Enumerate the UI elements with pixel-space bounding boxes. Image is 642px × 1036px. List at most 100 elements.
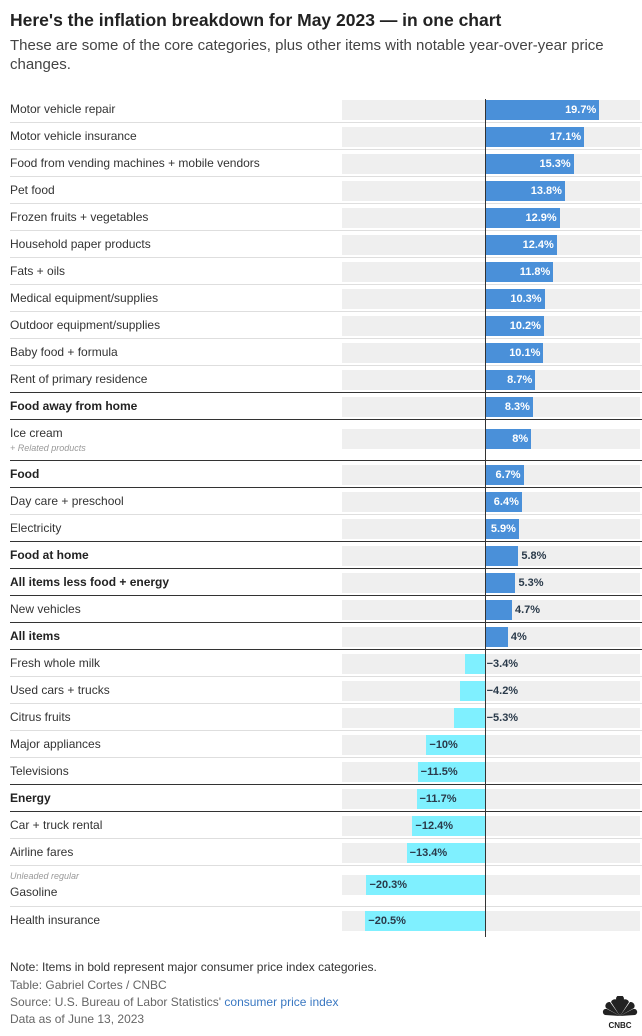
chart-row: Household paper products 12.4% [0,230,642,257]
bar-track [342,681,640,701]
chart-row: Fats + oils 11.8% [0,257,642,284]
row-label: Used cars + trucks [10,683,110,697]
value-label: 8.3% [504,401,530,413]
row-label: Ice cream [10,426,63,440]
chart-row: Ice cream + Related products 8% [0,419,642,460]
row-divider [10,311,642,312]
chart-row: Day care + preschool 6.4% [0,487,642,514]
zero-axis-line [485,99,486,937]
value-label: 10.3% [510,293,542,305]
chart-row: Motor vehicle insurance 17.1% [0,122,642,149]
row-label: All items less food + energy [10,575,170,589]
row-divider [10,568,642,569]
row-divider [10,176,642,177]
bar [484,154,574,174]
bar [484,127,585,147]
row-sublabel: + Related products [10,443,86,453]
row-divider [10,365,642,366]
row-divider [10,906,642,907]
value-label: −12.4% [415,820,454,832]
value-label: −3.4% [486,658,519,670]
value-label: 12.4% [522,239,554,251]
row-label: Major appliances [10,737,101,751]
value-label: 5.3% [518,577,544,589]
bar-track [342,762,640,782]
value-label: 8% [512,433,529,445]
row-label: Gasoline [10,885,58,899]
row-label: All items [10,629,61,643]
chart-row: Televisions −11.5% [0,757,642,784]
bar [426,735,485,755]
row-label: Fresh whole milk [10,656,101,670]
row-divider [10,649,642,650]
row-divider [10,865,642,866]
chart-row: Health insurance −20.5% [0,906,642,933]
chart-row: Fresh whole milk −3.4% [0,649,642,676]
value-label: 8.7% [507,374,533,386]
row-divider [10,392,642,393]
row-label: Food at home [10,548,89,562]
source-prefix: Source: U.S. Bureau of Labor Statistics' [10,995,225,1009]
chart-row: Medical equipment/supplies 10.3% [0,284,642,311]
chart-row: Outdoor equipment/supplies 10.2% [0,311,642,338]
chart-row: All items 4% [0,622,642,649]
row-divider [10,784,642,785]
row-divider [10,338,642,339]
row-divider [10,676,642,677]
chart-row: All items less food + energy 5.3% [0,568,642,595]
bar [484,546,519,566]
row-divider [10,203,642,204]
value-label: −10% [429,739,458,751]
chart-row: New vehicles 4.7% [0,595,642,622]
row-divider [10,230,642,231]
value-label: 11.8% [519,266,551,278]
row-label: Electricity [10,521,62,535]
footer-date: Data as of June 13, 2023 [10,1012,145,1026]
chart-subtitle: These are some of the core categories, p… [10,37,604,73]
row-divider [10,757,642,758]
row-divider [10,838,642,839]
chart-row: Motor vehicle repair 19.7% [0,95,642,122]
bar [484,492,522,512]
value-label: −11.5% [420,766,458,778]
row-label: Medical equipment/supplies [10,291,159,305]
bar [412,816,485,836]
value-label: 10.1% [509,347,541,359]
row-label: Day care + preschool [10,494,124,508]
value-label: 4.7% [514,604,541,616]
chart-row: Gasoline Unleaded regular −20.3% [0,865,642,906]
bar-track [342,735,640,755]
row-label: Energy [10,791,51,805]
row-label: Motor vehicle repair [10,102,116,116]
row-label: Airline fares [10,845,74,859]
footer-credit: Table: Gabriel Cortes / CNBC [10,978,167,992]
chart-row: Food from vending machines + mobile vend… [0,149,642,176]
bar [484,181,565,201]
chart-row: Food at home 5.8% [0,541,642,568]
bar [484,465,524,485]
value-label: 10.2% [509,320,541,332]
chart-row: Energy −11.7% [0,784,642,811]
source-link[interactable]: consumer price index [224,995,339,1009]
bar [460,681,485,701]
value-label: −11.7% [419,793,457,805]
row-divider [10,595,642,596]
bar [484,627,508,647]
bar [484,235,557,255]
row-label: Televisions [10,764,69,778]
row-label: Citrus fruits [10,710,71,724]
bar [484,289,545,309]
footer-source: Source: U.S. Bureau of Labor Statistics'… [10,995,338,1009]
value-label: 12.9% [525,212,557,224]
bar [484,316,544,336]
value-label: −5.3% [486,712,519,724]
row-divider [10,149,642,150]
row-label: Rent of primary residence [10,372,148,386]
bar [484,370,536,390]
value-label: 4% [510,631,527,643]
row-divider [10,811,642,812]
bar [417,762,485,782]
bar [453,708,485,728]
value-label: 13.8% [530,185,562,197]
bar [484,519,519,539]
